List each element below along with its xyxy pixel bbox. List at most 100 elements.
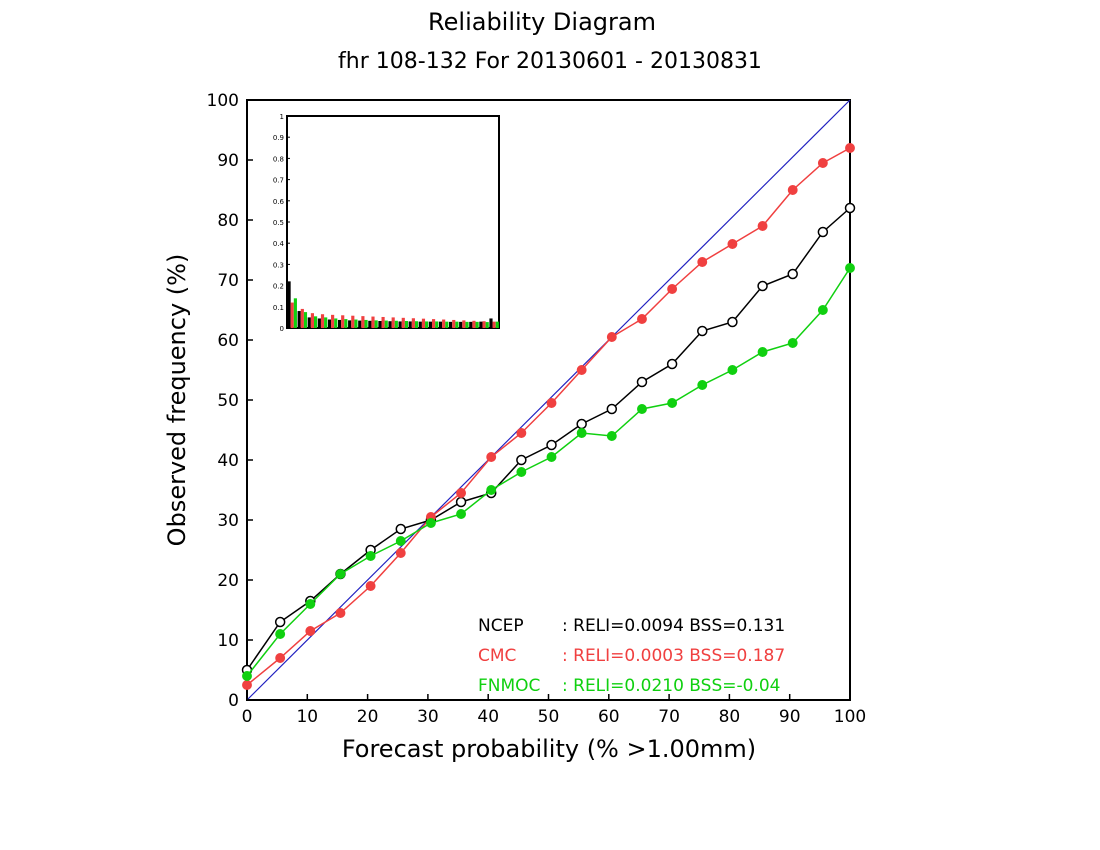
data-point-cmc [242, 680, 252, 690]
inset-y-tick-label: 1 [280, 113, 284, 121]
data-point-cmc [395, 548, 406, 558]
inset-bar [290, 302, 294, 328]
data-point-ncep [666, 358, 678, 370]
x-tick-label: 40 [477, 707, 499, 727]
y-tick-label: 10 [217, 631, 239, 651]
y-tick-label: 30 [217, 511, 239, 531]
inset-bar [469, 321, 473, 328]
data-point-ncep [395, 523, 407, 535]
data-point-fnmoc [787, 338, 798, 348]
x-tick-label: 30 [417, 707, 439, 727]
inset-bar [314, 316, 318, 328]
data-point-fnmoc [275, 629, 286, 639]
inset-bar [378, 321, 382, 328]
inset-bar [351, 315, 355, 328]
inset-bar [408, 321, 412, 328]
legend-name-cmc: CMC [478, 646, 516, 666]
data-point-cmc [697, 257, 708, 267]
inset-bar [492, 321, 496, 328]
inset-bar [479, 321, 483, 328]
y-tick-label: 0 [228, 691, 239, 711]
data-point-fnmoc [305, 599, 316, 609]
inset-bar [442, 319, 446, 328]
inset-bar [428, 321, 432, 328]
data-point-ncep [757, 280, 768, 292]
data-point-ncep [727, 316, 738, 328]
data-point-fnmoc [576, 428, 587, 438]
inset-bar [354, 319, 358, 328]
inset-y-tick-label: 0.3 [273, 261, 284, 269]
inset-bar [414, 321, 419, 328]
inset-bar [391, 317, 395, 328]
y-tick-label: 90 [217, 151, 239, 171]
inset-bar [425, 321, 429, 328]
inset-y-tick-label: 0.4 [273, 240, 285, 248]
inset-bar [472, 320, 476, 328]
x-tick-label: 90 [779, 707, 801, 727]
inset-bar [482, 321, 486, 328]
data-point-cmc [757, 221, 768, 231]
data-point-cmc [365, 581, 376, 591]
data-point-ncep [516, 454, 527, 466]
inset-bar [331, 314, 335, 328]
data-point-ncep [546, 439, 557, 451]
data-point-ncep [606, 403, 618, 415]
y-tick-label: 40 [217, 451, 239, 471]
data-point-fnmoc [486, 485, 497, 495]
y-tick-label: 70 [217, 271, 239, 291]
inset-bar [303, 312, 308, 328]
inset-bar [462, 320, 466, 328]
inset-bar [445, 321, 449, 328]
inset-bar [465, 321, 469, 328]
inset-bar [431, 319, 436, 328]
inset-bar [401, 317, 405, 328]
x-axis-label: Forecast probability (% >1.00mm) [342, 735, 756, 763]
inset-bar [435, 321, 439, 328]
legend-stats-ncep: : RELI=0.0094 BSS=0.131 [562, 616, 785, 636]
inset-bar [452, 319, 456, 328]
x-tick-label: 80 [719, 707, 741, 727]
inset-bar [344, 319, 348, 328]
x-tick-label: 100 [834, 707, 866, 727]
inset-bar [324, 317, 328, 328]
inset-bar [489, 318, 493, 328]
data-point-cmc [727, 239, 738, 249]
inset-bar [341, 315, 345, 328]
x-tick-label: 70 [658, 707, 680, 727]
data-point-cmc [305, 626, 316, 636]
inset-bar [361, 316, 365, 328]
chart-title: Reliability Diagram [428, 8, 656, 36]
x-tick-label: 0 [242, 707, 253, 727]
data-point-fnmoc [727, 365, 738, 375]
inset-bar [411, 318, 415, 328]
data-point-fnmoc [817, 305, 828, 315]
inset-bar [348, 320, 352, 328]
inset-bar [337, 319, 342, 328]
inset-bar [459, 321, 463, 328]
x-tick-label: 20 [357, 707, 379, 727]
data-point-fnmoc [335, 569, 346, 579]
inset-bar [449, 321, 453, 328]
legend-name-ncep: NCEP [478, 616, 524, 636]
data-point-fnmoc [425, 518, 436, 528]
data-point-cmc [576, 365, 587, 375]
inset-y-tick-label: 0.1 [273, 304, 284, 312]
inset-y-tick-label: 0.6 [273, 198, 285, 206]
data-point-fnmoc [546, 452, 557, 462]
y-tick-label: 100 [207, 91, 239, 111]
inset-y-tick-label: 0.9 [273, 134, 284, 142]
data-point-ncep [455, 496, 467, 508]
inset-bar [388, 321, 392, 328]
data-point-cmc [845, 143, 855, 153]
data-point-ncep [636, 376, 648, 388]
inset-bar [310, 313, 314, 328]
inset-bar [384, 320, 388, 328]
data-point-cmc [456, 488, 467, 498]
inset-bar [475, 321, 479, 328]
data-point-ncep [787, 268, 798, 280]
inset-bar [307, 317, 311, 328]
inset-bar [300, 308, 304, 328]
inset-frame [286, 115, 500, 329]
inset-bar [438, 321, 443, 328]
x-tick-label: 10 [296, 707, 318, 727]
